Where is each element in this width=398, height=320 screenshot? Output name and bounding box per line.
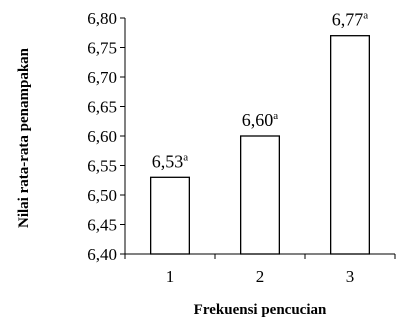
y-tick-label: 6,50	[87, 186, 117, 205]
x-tick-label: 1	[166, 267, 175, 286]
y-tick-label: 6,60	[87, 127, 117, 146]
bar	[149, 176, 190, 255]
data-label-superscript: a	[273, 110, 278, 122]
y-axis: 6,40 6,45 6,50 6,55 6,60 6,65 6,70 6,75 6,80	[87, 9, 126, 264]
data-label: 6,60a	[242, 110, 279, 130]
y-tick-label: 6,75	[87, 39, 117, 58]
data-label-value: 6,60	[242, 110, 274, 130]
bars	[149, 35, 370, 255]
y-axis-title: Nilai rata-rata penampakan	[16, 47, 32, 228]
data-label: 6,77a	[332, 10, 369, 30]
x-tick-label: 3	[346, 267, 355, 286]
data-label-superscript: a	[183, 151, 188, 163]
y-tick-label: 6,40	[87, 245, 117, 264]
data-label-value: 6,53	[152, 151, 184, 171]
y-tick-label: 6,70	[87, 68, 117, 87]
x-axis: 1 2 3	[124, 253, 396, 286]
y-tick-label: 6,55	[87, 157, 117, 176]
bar	[329, 35, 370, 255]
y-tick-label: 6,45	[87, 216, 117, 235]
data-label-superscript: a	[363, 10, 368, 22]
data-label: 6,53a	[152, 151, 189, 171]
y-tick-label: 6,65	[87, 98, 117, 117]
bar	[239, 135, 280, 255]
y-tick-label: 6,80	[87, 9, 117, 28]
x-axis-title: Frekuensi pencucian	[194, 302, 327, 318]
data-label-value: 6,77	[332, 10, 364, 30]
x-tick-label: 2	[256, 267, 265, 286]
